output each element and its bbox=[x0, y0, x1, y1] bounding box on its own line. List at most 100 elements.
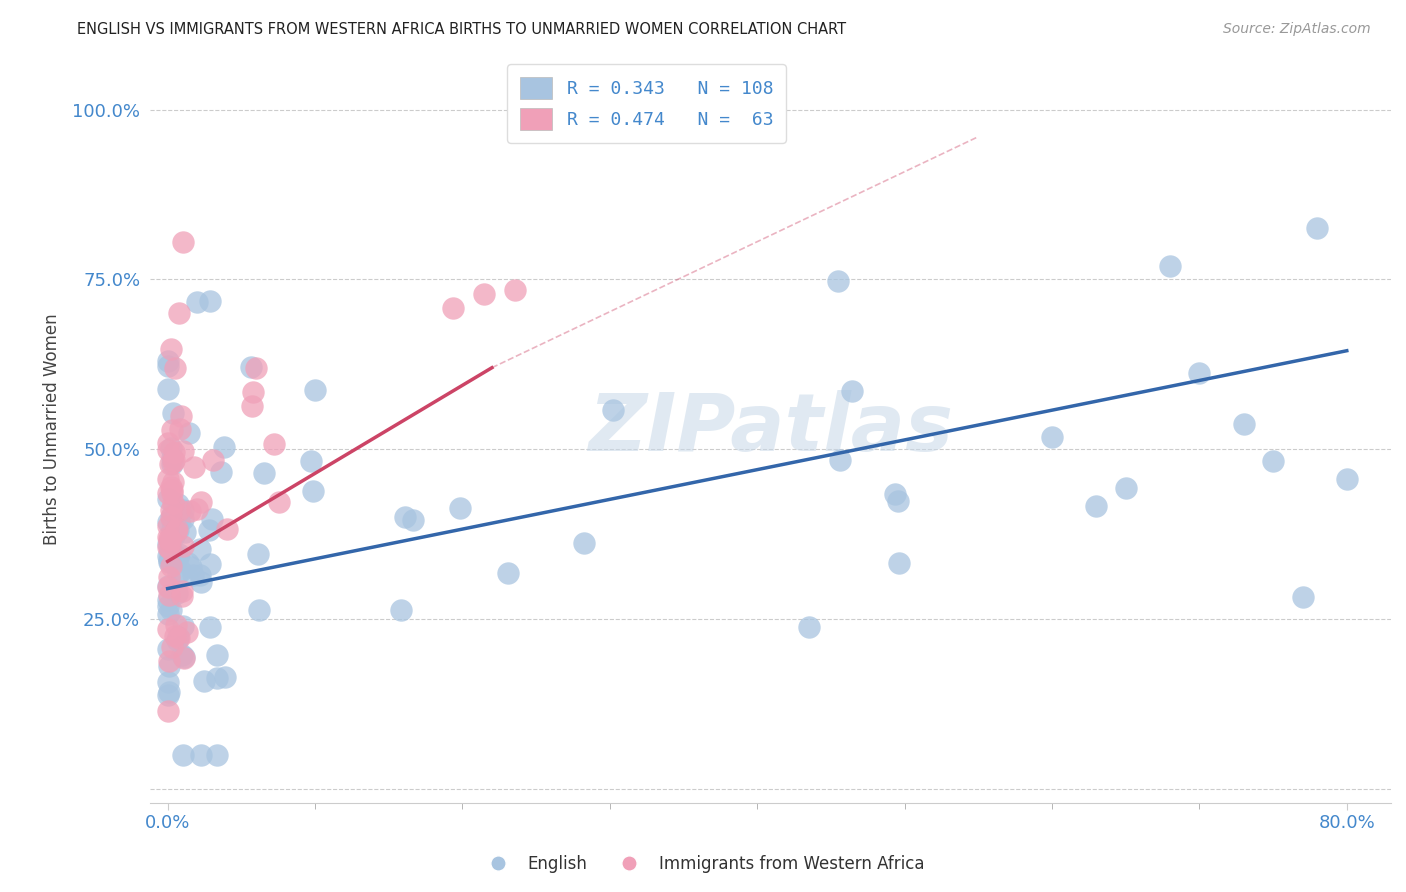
Point bbox=[180, 560, 202, 574]
Point bbox=[172, 589, 194, 603]
Point bbox=[167, 550, 190, 565]
Point bbox=[157, 659, 180, 673]
Point bbox=[496, 566, 519, 580]
Point bbox=[160, 603, 183, 617]
Text: Source: ZipAtlas.com: Source: ZipAtlas.com bbox=[1223, 22, 1371, 37]
Point bbox=[179, 504, 201, 518]
Text: ENGLISH VS IMMIGRANTS FROM WESTERN AFRICA BIRTHS TO UNMARRIED WOMEN CORRELATION : ENGLISH VS IMMIGRANTS FROM WESTERN AFRIC… bbox=[77, 22, 846, 37]
Point bbox=[884, 486, 907, 500]
Point bbox=[190, 575, 212, 590]
Point bbox=[503, 283, 526, 297]
Point bbox=[157, 536, 180, 550]
Point bbox=[156, 593, 179, 607]
Point bbox=[188, 541, 211, 556]
Point bbox=[181, 568, 204, 582]
Point bbox=[1261, 454, 1284, 468]
Point bbox=[162, 406, 184, 420]
Point bbox=[170, 583, 193, 598]
Point bbox=[159, 509, 181, 524]
Point bbox=[156, 607, 179, 621]
Point bbox=[159, 545, 181, 559]
Point bbox=[156, 530, 179, 544]
Point bbox=[186, 295, 208, 310]
Point bbox=[449, 500, 471, 515]
Point bbox=[163, 453, 186, 467]
Point bbox=[166, 522, 188, 536]
Point bbox=[572, 536, 595, 550]
Point bbox=[157, 588, 180, 602]
Point bbox=[166, 586, 188, 600]
Point bbox=[167, 631, 190, 645]
Point bbox=[159, 534, 181, 549]
Point bbox=[160, 640, 183, 654]
Point bbox=[157, 555, 180, 569]
Point bbox=[245, 360, 267, 375]
Point bbox=[1115, 481, 1137, 495]
Point bbox=[167, 631, 190, 645]
Point bbox=[165, 618, 187, 632]
Point bbox=[165, 361, 187, 376]
Point bbox=[172, 235, 194, 249]
Point bbox=[156, 540, 179, 554]
Point bbox=[163, 525, 186, 540]
Point bbox=[167, 523, 190, 537]
Point bbox=[159, 558, 181, 573]
Point bbox=[827, 273, 849, 287]
Point bbox=[156, 436, 179, 450]
Point bbox=[1233, 417, 1256, 431]
Point bbox=[156, 642, 179, 657]
Point bbox=[205, 671, 228, 685]
Point bbox=[170, 409, 193, 424]
Point bbox=[240, 400, 263, 414]
Point bbox=[167, 497, 190, 511]
Point bbox=[173, 650, 195, 665]
Point bbox=[247, 548, 270, 562]
Point bbox=[441, 301, 464, 315]
Point bbox=[253, 467, 276, 481]
Point bbox=[247, 603, 270, 617]
Point bbox=[157, 685, 180, 699]
Point bbox=[173, 651, 195, 665]
Point bbox=[205, 648, 228, 662]
Point bbox=[159, 532, 181, 546]
Point bbox=[602, 402, 624, 417]
Point bbox=[159, 441, 181, 455]
Point bbox=[183, 459, 205, 474]
Point bbox=[162, 483, 184, 497]
Point bbox=[201, 511, 224, 525]
Point bbox=[167, 566, 190, 580]
Point bbox=[162, 475, 184, 489]
Point bbox=[402, 513, 425, 527]
Point bbox=[157, 515, 180, 529]
Point bbox=[167, 306, 190, 320]
Point bbox=[156, 519, 179, 533]
Point bbox=[197, 523, 219, 537]
Point bbox=[157, 578, 180, 592]
Point bbox=[160, 457, 183, 471]
Point bbox=[165, 524, 187, 538]
Point bbox=[198, 294, 221, 309]
Point bbox=[172, 619, 194, 633]
Point bbox=[172, 443, 194, 458]
Point bbox=[202, 453, 225, 467]
Point bbox=[166, 632, 188, 647]
Point bbox=[172, 502, 194, 516]
Point bbox=[170, 564, 193, 578]
Point bbox=[239, 360, 262, 375]
Point bbox=[212, 441, 235, 455]
Point bbox=[176, 624, 198, 639]
Point bbox=[165, 629, 187, 643]
Point bbox=[830, 453, 852, 467]
Point bbox=[299, 454, 322, 468]
Point bbox=[156, 486, 179, 500]
Point bbox=[1159, 260, 1181, 274]
Point bbox=[157, 492, 180, 507]
Point bbox=[156, 443, 179, 458]
Point bbox=[304, 383, 326, 397]
Point bbox=[156, 674, 179, 689]
Point bbox=[159, 458, 181, 472]
Legend: English, Immigrants from Western Africa: English, Immigrants from Western Africa bbox=[474, 848, 932, 880]
Point bbox=[169, 422, 191, 436]
Point bbox=[159, 342, 181, 356]
Point bbox=[172, 747, 194, 762]
